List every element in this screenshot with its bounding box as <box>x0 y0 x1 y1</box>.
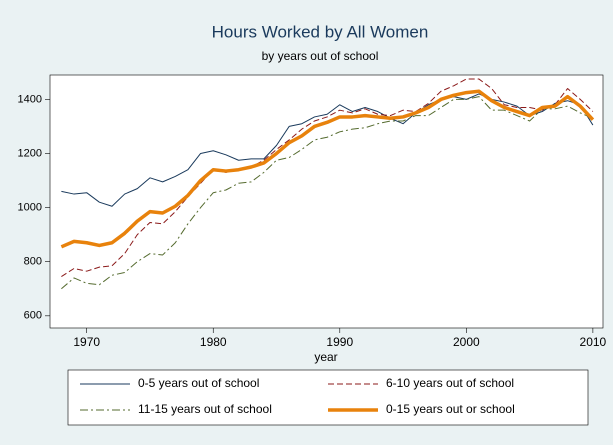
y-tick-label: 1000 <box>18 201 42 213</box>
y-tick-label: 800 <box>24 256 42 268</box>
x-tick-label: 2010 <box>580 335 607 349</box>
series-line <box>60 89 595 249</box>
y-tick-label: 600 <box>24 310 42 322</box>
x-axis-label: year <box>314 350 337 364</box>
y-tick-label: 1200 <box>18 147 42 159</box>
chart-subtitle: by years out of school <box>262 49 379 63</box>
series-line <box>61 78 594 278</box>
chart-title: Hours Worked by All Women <box>212 22 429 41</box>
legend-label: 6-10 years out of school <box>386 376 514 390</box>
x-tick-label: 2000 <box>453 335 480 349</box>
series-line <box>61 96 594 290</box>
x-tick-label: 1990 <box>326 335 353 349</box>
legend-label: 0-5 years out of school <box>138 376 259 390</box>
x-tick-label: 1970 <box>73 335 100 349</box>
x-tick-label: 1980 <box>200 335 227 349</box>
series-line <box>61 93 594 207</box>
legend-label: 11-15 years out of school <box>138 402 272 416</box>
y-tick-label: 1400 <box>18 93 42 105</box>
legend <box>67 369 589 426</box>
legend-label: 0-15 years out or school <box>386 402 515 416</box>
